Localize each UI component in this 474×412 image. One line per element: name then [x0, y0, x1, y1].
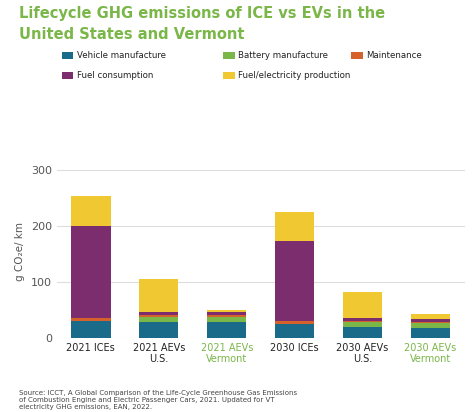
Bar [207, 317, 246, 322]
Bar [207, 315, 246, 317]
Bar [139, 279, 179, 312]
Bar [207, 310, 246, 312]
Text: Fuel/electricity production: Fuel/electricity production [238, 71, 351, 80]
Bar [207, 312, 246, 315]
Bar [139, 315, 179, 317]
Bar [343, 322, 383, 327]
Text: Fuel consumption: Fuel consumption [77, 71, 154, 80]
Bar [139, 312, 179, 315]
Bar [343, 292, 383, 318]
Bar [343, 321, 383, 322]
Bar [343, 327, 383, 338]
Text: Source: ICCT, A Global Comparison of the Life-Cycle Greenhouse Gas Emissions
of : Source: ICCT, A Global Comparison of the… [19, 390, 297, 410]
Y-axis label: g CO₂e/ km: g CO₂e/ km [15, 222, 25, 281]
Bar [207, 322, 246, 338]
Bar [139, 317, 179, 322]
Bar [71, 196, 110, 226]
Bar [71, 226, 110, 318]
Bar [411, 314, 450, 319]
Bar [411, 322, 450, 323]
Bar [71, 318, 110, 321]
Bar [411, 328, 450, 338]
Bar [275, 241, 314, 321]
Bar [275, 212, 314, 241]
Text: United States and Vermont: United States and Vermont [19, 27, 245, 42]
Bar [71, 321, 110, 338]
Text: Battery manufacture: Battery manufacture [238, 51, 328, 60]
Bar [139, 322, 179, 338]
Bar [411, 323, 450, 328]
Bar [343, 318, 383, 321]
Text: Lifecycle GHG emissions of ICE vs EVs in the: Lifecycle GHG emissions of ICE vs EVs in… [19, 6, 385, 21]
Text: Vehicle manufacture: Vehicle manufacture [77, 51, 166, 60]
Bar [275, 321, 314, 324]
Bar [275, 324, 314, 338]
Bar [411, 319, 450, 322]
Text: Maintenance: Maintenance [366, 51, 422, 60]
